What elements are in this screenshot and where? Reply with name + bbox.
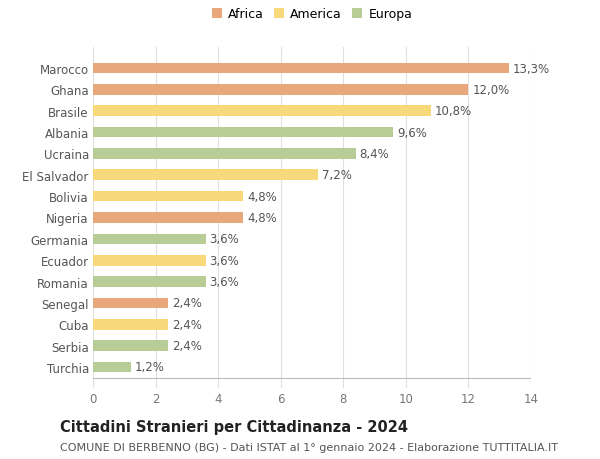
Text: 4,8%: 4,8% — [247, 212, 277, 224]
Text: 2,4%: 2,4% — [172, 339, 202, 353]
Text: 4,8%: 4,8% — [247, 190, 277, 203]
Bar — [93, 234, 206, 245]
Bar — [93, 362, 131, 372]
Text: 13,3%: 13,3% — [513, 62, 550, 75]
Bar — [93, 298, 168, 308]
Text: 2,4%: 2,4% — [172, 297, 202, 310]
Bar — [93, 149, 356, 159]
Text: 3,6%: 3,6% — [209, 233, 239, 246]
Bar — [93, 319, 168, 330]
Text: Cittadini Stranieri per Cittadinanza - 2024: Cittadini Stranieri per Cittadinanza - 2… — [60, 419, 408, 434]
Bar — [93, 106, 431, 117]
Text: 3,6%: 3,6% — [209, 275, 239, 288]
Bar — [93, 255, 206, 266]
Text: 2,4%: 2,4% — [172, 318, 202, 331]
Text: 12,0%: 12,0% — [472, 84, 509, 97]
Text: 8,4%: 8,4% — [359, 148, 389, 161]
Text: 10,8%: 10,8% — [434, 105, 472, 118]
Text: 1,2%: 1,2% — [134, 361, 164, 374]
Bar — [93, 213, 243, 224]
Bar — [93, 341, 168, 351]
Bar — [93, 128, 394, 138]
Text: 3,6%: 3,6% — [209, 254, 239, 267]
Bar — [93, 277, 206, 287]
Text: 7,2%: 7,2% — [322, 169, 352, 182]
Bar — [93, 191, 243, 202]
Bar — [93, 85, 469, 95]
Bar — [93, 64, 509, 74]
Text: 9,6%: 9,6% — [397, 126, 427, 140]
Bar — [93, 170, 318, 181]
Legend: Africa, America, Europa: Africa, America, Europa — [207, 4, 417, 27]
Text: COMUNE DI BERBENNO (BG) - Dati ISTAT al 1° gennaio 2024 - Elaborazione TUTTITALI: COMUNE DI BERBENNO (BG) - Dati ISTAT al … — [60, 442, 558, 452]
